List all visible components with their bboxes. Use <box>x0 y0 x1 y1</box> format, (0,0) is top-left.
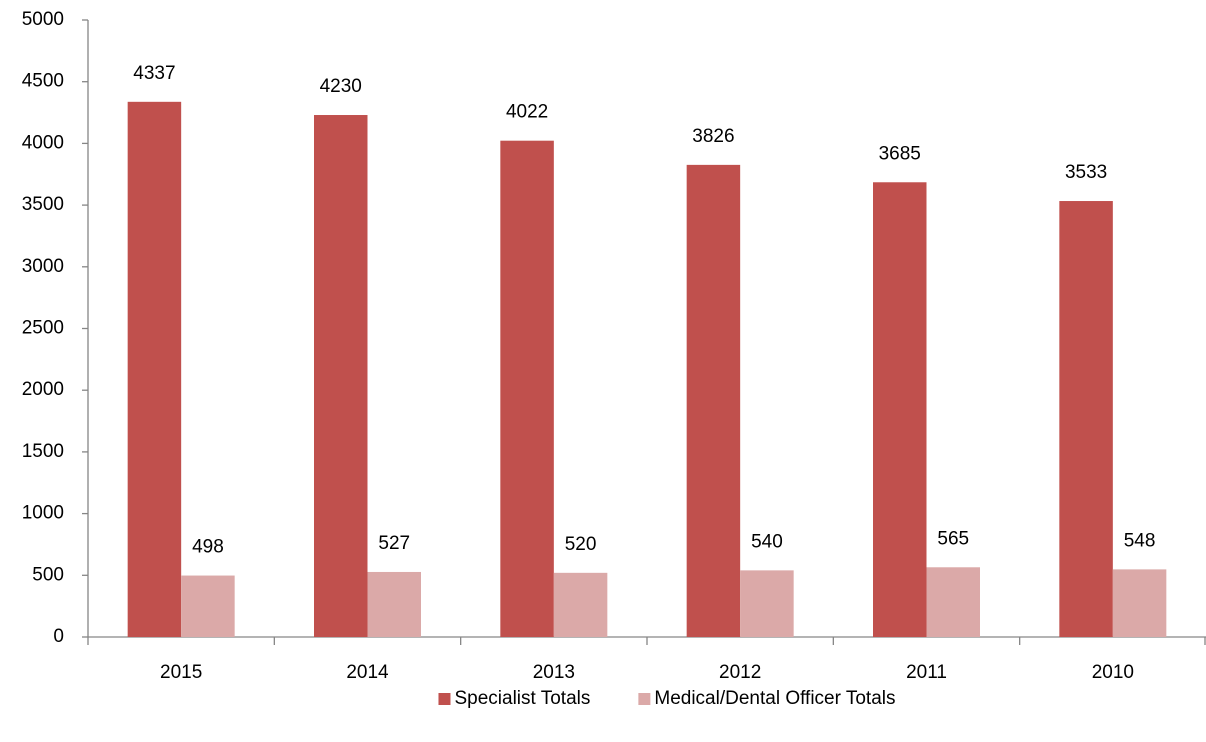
x-tick-label: 2014 <box>346 662 389 683</box>
data-label: 498 <box>192 537 224 558</box>
bar <box>367 571 421 637</box>
y-tick-label: 4000 <box>22 132 64 153</box>
data-label: 520 <box>565 534 597 555</box>
x-tick-label: 2010 <box>1092 662 1134 683</box>
legend-label: Specialist Totals <box>454 688 590 709</box>
legend-swatch <box>438 693 451 705</box>
data-label: 3533 <box>1065 162 1107 183</box>
data-label: 565 <box>937 528 969 549</box>
bar <box>1059 201 1113 637</box>
y-tick-label: 3500 <box>22 194 64 215</box>
x-tick-label: 2013 <box>533 662 575 683</box>
data-label: 4337 <box>133 63 175 84</box>
bar <box>553 572 608 637</box>
y-tick-label: 4500 <box>22 71 64 92</box>
bar <box>314 115 368 637</box>
y-tick-label: 5000 <box>22 9 64 30</box>
data-label: 3685 <box>879 143 921 164</box>
y-tick-label: 500 <box>32 564 64 585</box>
y-tick-label: 3000 <box>22 256 64 277</box>
data-label: 3826 <box>692 126 734 147</box>
data-label: 548 <box>1124 530 1156 551</box>
data-label: 4230 <box>320 76 362 97</box>
legend-swatch <box>638 693 651 705</box>
x-tick-label: 2015 <box>160 662 202 683</box>
bar <box>873 182 927 637</box>
y-tick-label: 1000 <box>22 503 64 524</box>
data-label: 527 <box>378 533 410 554</box>
bar <box>926 567 980 637</box>
bar <box>127 101 182 637</box>
legend-label: Medical/Dental Officer Totals <box>654 688 895 709</box>
data-label: 4022 <box>506 102 548 123</box>
y-tick-label: 1500 <box>22 441 64 462</box>
bar <box>1112 569 1167 637</box>
y-tick-label: 2500 <box>22 318 64 339</box>
bar <box>740 570 794 637</box>
data-label: 540 <box>751 531 783 552</box>
y-tick-label: 0 <box>53 626 64 647</box>
bar <box>500 140 554 638</box>
bar <box>181 575 235 637</box>
y-tick-label: 2000 <box>22 379 64 400</box>
x-tick-label: 2012 <box>719 662 761 683</box>
x-tick-label: 2011 <box>906 662 947 683</box>
bar <box>686 164 741 638</box>
